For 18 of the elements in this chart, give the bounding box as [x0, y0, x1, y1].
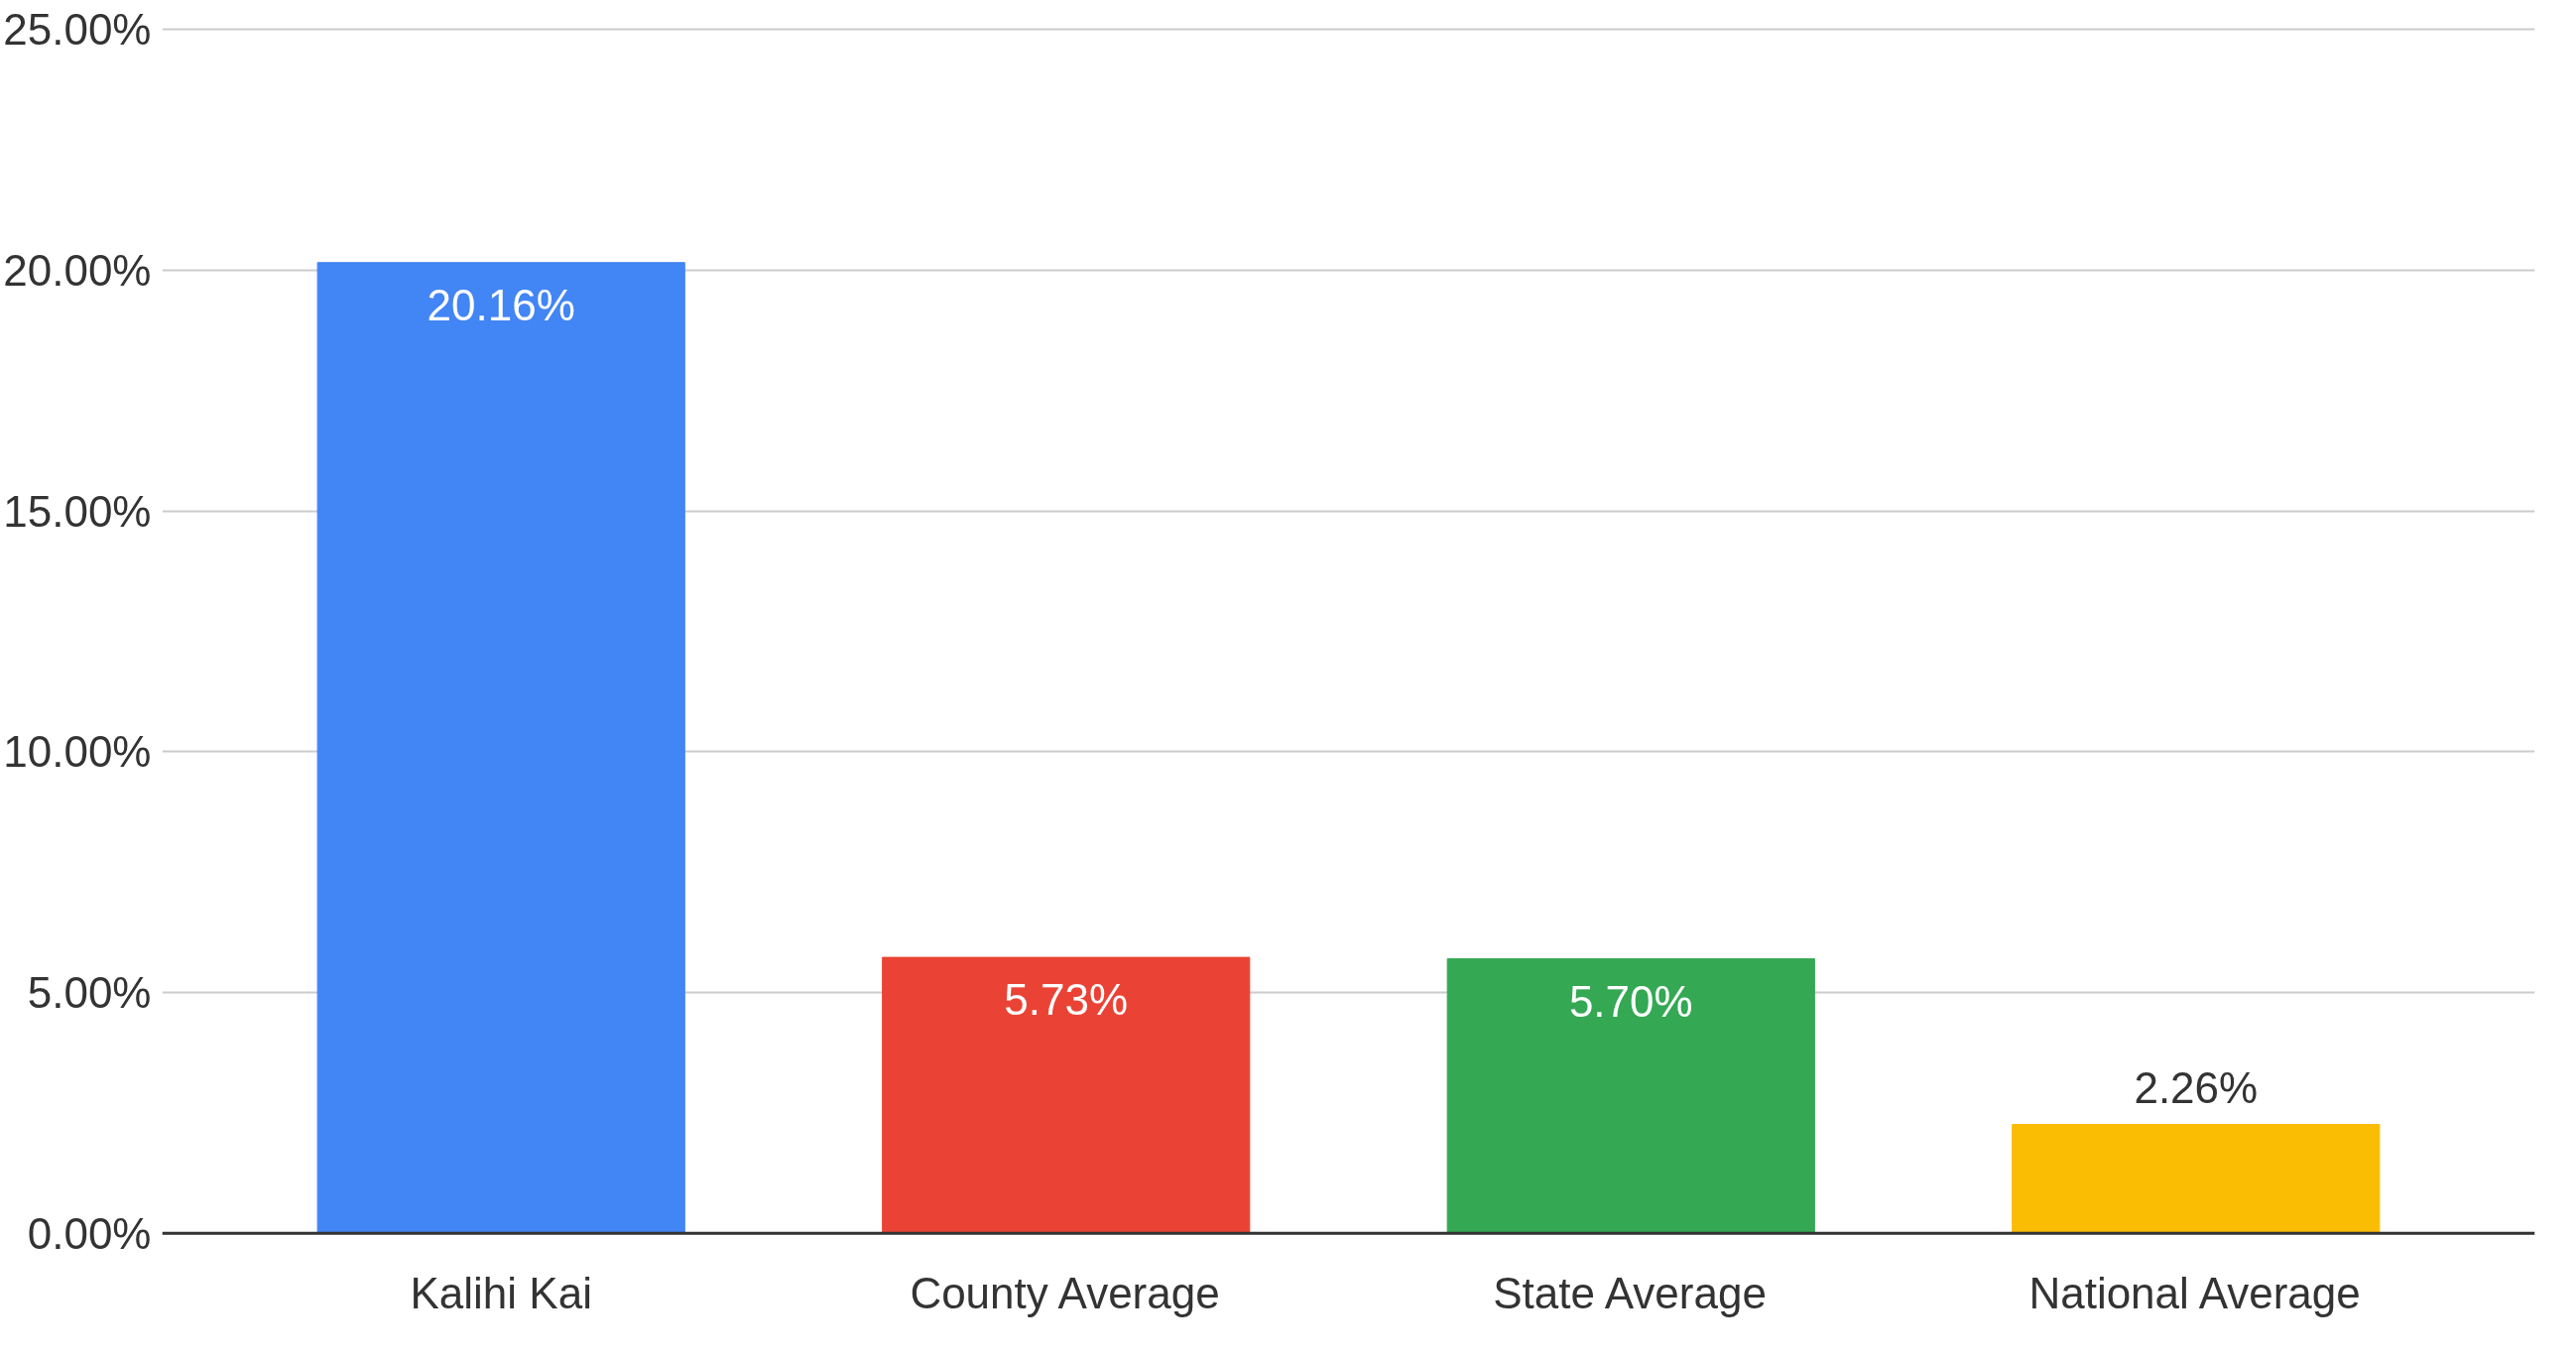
- y-tick-label: 25.00%: [3, 5, 152, 55]
- bar: [882, 956, 1251, 1234]
- y-tick-label: 0.00%: [27, 1208, 152, 1258]
- data-label: 2.26%: [2134, 1063, 2259, 1113]
- x-tick-label: State Average: [1493, 1268, 1767, 1317]
- y-tick-label: 5.00%: [27, 968, 152, 1018]
- y-tick-label: 15.00%: [3, 486, 152, 536]
- x-tick-label: Kalihi Kai: [410, 1268, 592, 1317]
- bar: [1446, 958, 1815, 1234]
- y-tick-label: 20.00%: [3, 245, 152, 295]
- data-label: 5.73%: [1004, 975, 1129, 1025]
- data-label: 20.16%: [427, 280, 575, 329]
- data-label: 5.70%: [1568, 976, 1693, 1026]
- y-tick-label: 10.00%: [3, 727, 152, 777]
- x-tick-label: National Average: [2028, 1268, 2361, 1317]
- bar: [2012, 1124, 2381, 1234]
- x-tick-label: County Average: [910, 1268, 1220, 1317]
- bar: [316, 262, 685, 1234]
